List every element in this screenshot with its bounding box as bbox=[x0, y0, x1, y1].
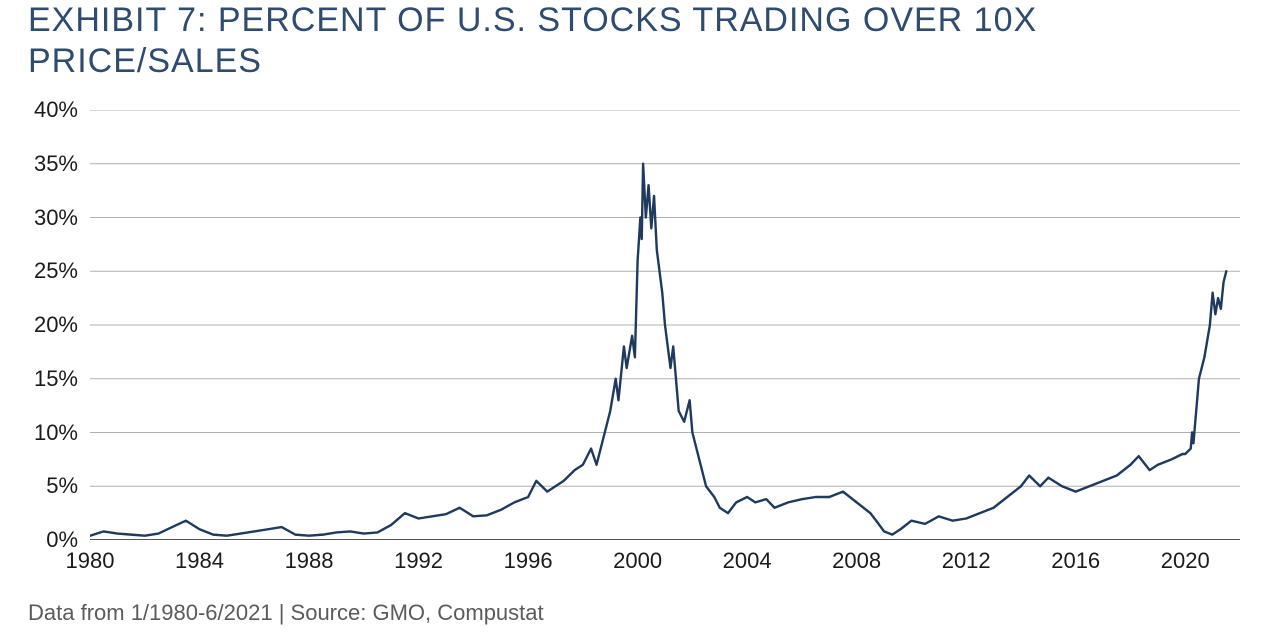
x-tick-label: 2020 bbox=[1161, 548, 1210, 574]
y-tick-label: 20% bbox=[34, 312, 78, 338]
chart-title: EXHIBIT 7: PERCENT OF U.S. STOCKS TRADIN… bbox=[28, 0, 1260, 82]
x-tick-label: 1992 bbox=[394, 548, 443, 574]
y-tick-label: 35% bbox=[34, 151, 78, 177]
x-tick-label: 2016 bbox=[1051, 548, 1100, 574]
y-tick-label: 5% bbox=[46, 473, 78, 499]
y-axis-labels: 0%5%10%15%20%25%30%35%40% bbox=[0, 110, 84, 540]
y-tick-label: 30% bbox=[34, 205, 78, 231]
y-tick-label: 40% bbox=[34, 97, 78, 123]
x-axis-labels: 1980198419881992199620002004200820122016… bbox=[90, 548, 1240, 578]
x-tick-label: 1988 bbox=[285, 548, 334, 574]
x-tick-label: 2012 bbox=[942, 548, 991, 574]
chart-footer: Data from 1/1980-6/2021 | Source: GMO, C… bbox=[28, 600, 544, 626]
chart-plot-area bbox=[90, 110, 1240, 540]
x-tick-label: 1980 bbox=[66, 548, 115, 574]
y-tick-label: 10% bbox=[34, 420, 78, 446]
x-tick-label: 2008 bbox=[832, 548, 881, 574]
x-tick-label: 1996 bbox=[504, 548, 553, 574]
chart-container: EXHIBIT 7: PERCENT OF U.S. STOCKS TRADIN… bbox=[0, 0, 1280, 640]
data-line bbox=[90, 164, 1226, 536]
y-tick-label: 15% bbox=[34, 366, 78, 392]
y-tick-label: 25% bbox=[34, 258, 78, 284]
x-tick-label: 1984 bbox=[175, 548, 224, 574]
x-tick-label: 2004 bbox=[723, 548, 772, 574]
x-tick-label: 2000 bbox=[613, 548, 662, 574]
chart-svg bbox=[90, 110, 1240, 540]
